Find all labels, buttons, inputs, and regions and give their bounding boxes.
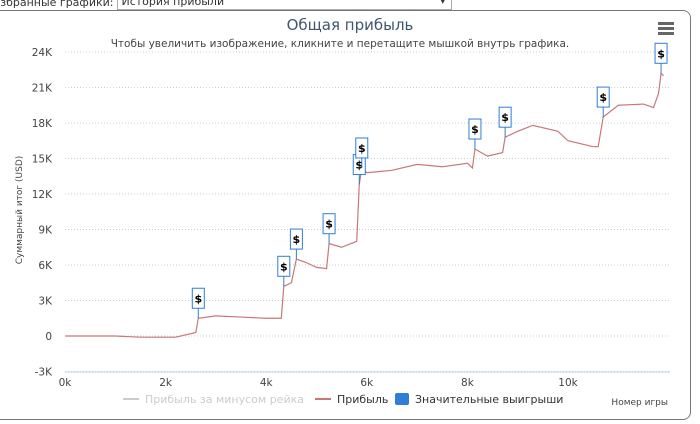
big-win-flag[interactable]: $ [322,213,336,244]
x-tick-label: 4k [260,377,274,389]
legend-item[interactable]: Прибыль за минусом рейка [123,393,304,406]
flag-text: $ [657,47,665,60]
big-win-flag[interactable]: $ [289,228,303,260]
chart-subtitle: Чтобы увеличить изображение, кликните и … [111,38,570,50]
legend-item[interactable]: Значительные выигрыши [395,393,563,406]
y-tick-label: 9K [38,225,53,237]
flag-text: $ [471,123,479,136]
x-tick-label: 0k [59,377,73,389]
x-axis-label: Номер игры [611,398,668,408]
profit-line [65,72,664,338]
flag-text: $ [355,159,363,172]
big-win-flag[interactable]: $ [355,137,369,168]
svg-text:Прибыль за минусом рейка: Прибыль за минусом рейка [145,393,304,406]
x-tick-label: 10k [558,377,578,389]
big-win-flag[interactable]: $ [498,106,512,138]
y-tick-label: -3K [35,367,53,379]
svg-text:Прибыль: Прибыль [337,393,388,406]
svg-text:Значительные выигрыши: Значительные выигрыши [415,393,563,406]
y-tick-label: 6K [38,260,53,272]
y-tick-label: 18K [32,118,53,130]
x-tick-label: 8k [461,377,475,389]
hamburger-icon[interactable] [658,22,674,35]
x-tick-label: 6k [360,377,374,389]
chart-select[interactable]: История прибыли [117,0,453,10]
y-tick-label: 0 [45,331,52,343]
flag-text: $ [599,91,607,104]
y-tick-label: 21K [32,83,53,95]
favorite-charts-label: Избранные графики: [0,0,114,9]
big-win-flag[interactable]: $ [352,154,366,185]
big-win-flag[interactable]: $ [468,118,482,150]
flag-text: $ [325,218,333,231]
big-win-flag[interactable]: $ [277,255,291,287]
y-tick-label: 15K [32,154,53,166]
chart-title: Общая прибыль [287,16,414,34]
flag-text: $ [501,111,509,124]
x-tick-label: 2k [159,377,173,389]
big-win-flag[interactable]: $ [191,287,205,319]
y-tick-label: 24K [32,47,53,59]
flag-text: $ [293,233,301,246]
flag-text: $ [280,260,288,273]
y-axis-label: Суммарный итог (USD) [15,156,25,265]
legend-item[interactable]: Прибыль [315,393,388,406]
y-tick-label: 3K [38,296,53,308]
y-tick-label: 12K [32,189,53,201]
big-win-flag[interactable]: $ [654,42,668,74]
big-win-flag[interactable]: $ [596,86,610,118]
flag-text: $ [194,292,202,305]
favorite-charts-bar: Избранные графики: История прибыли [0,0,453,10]
flag-text: $ [358,142,366,155]
chart-frame [0,10,691,420]
